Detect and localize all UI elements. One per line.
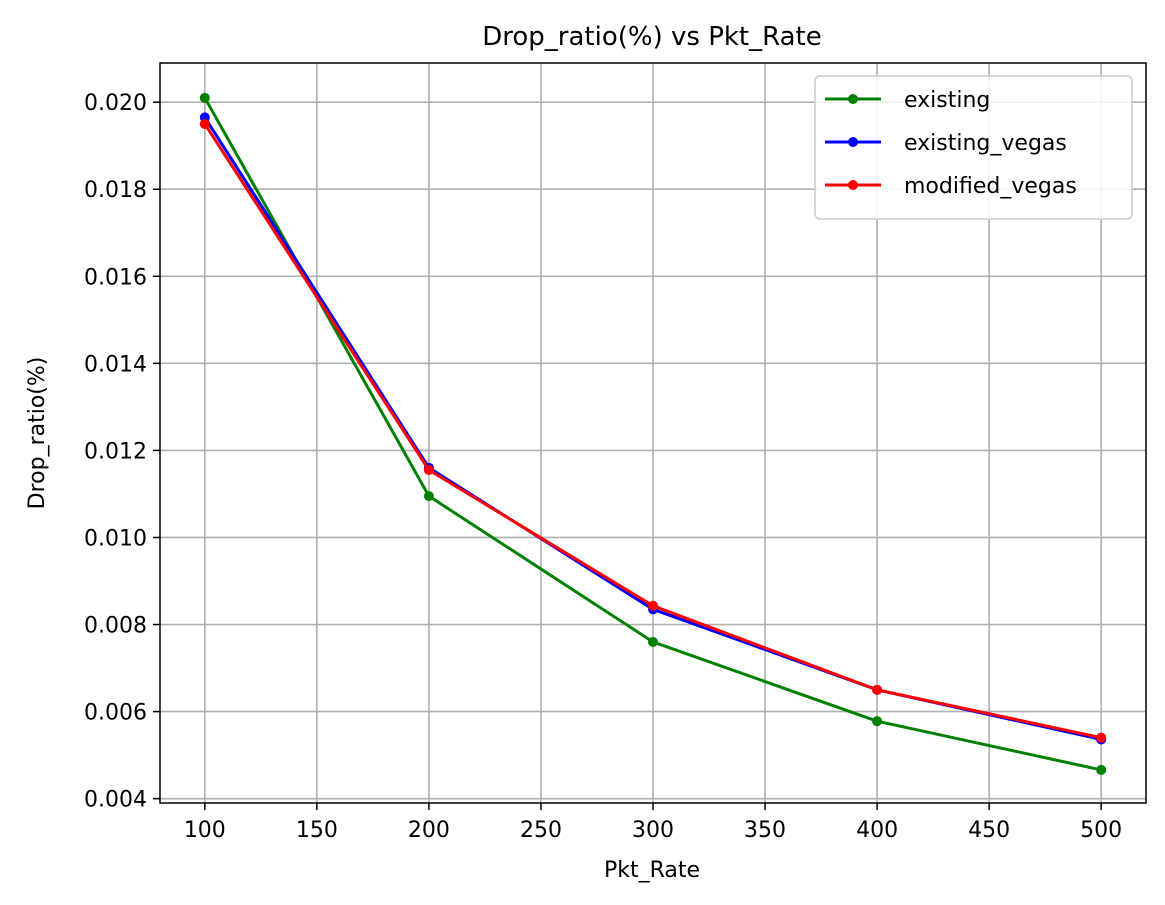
x-tick-label: 400 xyxy=(856,818,898,843)
x-tick-label: 500 xyxy=(1080,818,1122,843)
legend: existing existing_vegas modified_vegas xyxy=(814,75,1133,220)
data-point-modified-vegas xyxy=(648,600,658,611)
y-tick-label: 0.006 xyxy=(84,701,147,726)
x-tick-label: 350 xyxy=(744,818,786,843)
legend-marker xyxy=(848,137,858,147)
legend-box xyxy=(814,75,1133,220)
series-layer xyxy=(199,92,1107,775)
x-tick-label: 300 xyxy=(632,818,674,843)
y-tick-label: 0.016 xyxy=(84,265,147,290)
x-tick-label: 250 xyxy=(520,818,562,843)
y-axis-label: Drop_ratio(%) xyxy=(25,357,50,510)
y-tick-label: 0.010 xyxy=(84,526,147,551)
x-axis-ticks: 100 150 200 250 300 350 400 450 500 xyxy=(184,803,1122,843)
data-point-modified-vegas xyxy=(423,465,434,475)
y-tick-label: 0.018 xyxy=(84,178,147,203)
y-axis-ticks: 0.004 0.006 0.008 0.010 0.012 0.014 0.016 0.018… xyxy=(84,91,160,813)
legend-label: existing xyxy=(904,88,990,113)
data-point-existing xyxy=(423,491,434,502)
x-axis-label: Pkt_Rate xyxy=(604,858,700,883)
legend-item-existing: existing xyxy=(825,88,990,113)
y-tick-label: 0.004 xyxy=(84,788,147,813)
data-point-modified-vegas xyxy=(1096,732,1107,743)
legend-marker xyxy=(848,180,858,190)
legend-label: existing_vegas xyxy=(904,131,1067,156)
y-tick-label: 0.008 xyxy=(84,614,147,639)
data-point-existing xyxy=(872,716,883,727)
legend-label: modified_vegas xyxy=(904,174,1077,199)
x-tick-label: 100 xyxy=(184,818,226,843)
data-point-existing xyxy=(1096,764,1107,775)
data-point-existing xyxy=(199,92,210,103)
x-tick-label: 150 xyxy=(296,818,338,843)
legend-marker xyxy=(848,94,858,104)
data-point-modified-vegas xyxy=(199,118,210,129)
series-existing xyxy=(199,92,1107,775)
x-tick-label: 450 xyxy=(968,818,1010,843)
data-point-modified-vegas xyxy=(872,684,883,695)
y-tick-label: 0.014 xyxy=(84,352,147,377)
chart-title: Drop_ratio(%) vs Pkt_Rate xyxy=(482,22,822,52)
data-point-existing xyxy=(648,636,658,647)
series-modified-vegas xyxy=(199,118,1107,743)
y-tick-label: 0.012 xyxy=(84,439,147,464)
legend-item-existing-vegas: existing_vegas xyxy=(825,131,1067,156)
x-tick-label: 200 xyxy=(408,818,450,843)
y-tick-label: 0.020 xyxy=(84,91,147,116)
legend-item-modified-vegas: modified_vegas xyxy=(825,174,1077,199)
